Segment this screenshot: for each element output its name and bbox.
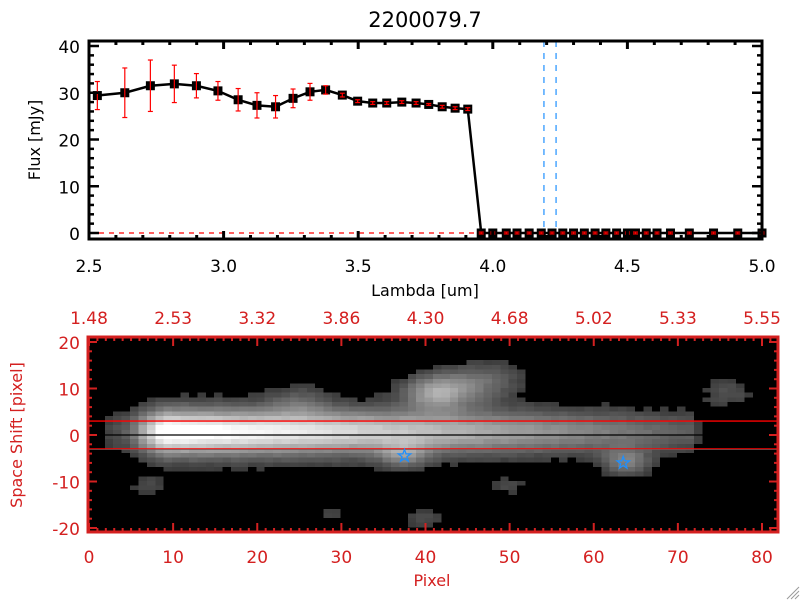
y-tick-label: 0 [69, 427, 80, 447]
error-bar [370, 101, 376, 106]
x-tick-label: 60 [583, 548, 605, 568]
top-plot-frame [87, 39, 764, 241]
error-bar [215, 80, 221, 101]
error-bar [307, 82, 313, 101]
x-tick-label: 3.5 [345, 257, 372, 277]
top-x-tick-label: 4.30 [407, 309, 445, 329]
x-tick-label: 4.0 [479, 257, 506, 277]
error-bar [290, 88, 296, 109]
x-tick-label: 80 [751, 548, 773, 568]
x-tick-label: 40 [415, 548, 437, 568]
top-x-tick-label: 4.68 [491, 309, 529, 329]
error-bar [514, 231, 520, 235]
x-tick-label: 30 [331, 548, 353, 568]
error-bar [735, 231, 741, 235]
x-tick-label: 3.0 [210, 257, 237, 277]
y-tick-label: 30 [58, 85, 80, 105]
top-chart-title: 2200079.7 [368, 8, 482, 32]
error-bar [413, 101, 419, 106]
error-bar [560, 231, 566, 235]
error-bar [355, 99, 361, 104]
x-tick-label: 70 [667, 548, 689, 568]
error-bar [426, 102, 432, 106]
top-x-tick-label: 3.86 [322, 309, 360, 329]
error-bar [603, 231, 609, 235]
error-bar [581, 231, 587, 235]
error-bar [235, 87, 241, 112]
y-tick-label: -20 [52, 520, 80, 540]
error-bar [171, 64, 177, 104]
error-bar [478, 231, 484, 235]
error-bar [686, 231, 692, 235]
y-tick-label: 0 [69, 225, 80, 245]
error-bar [465, 107, 471, 112]
error-bar [571, 231, 577, 235]
error-bar [323, 85, 329, 95]
resize-grip-icon[interactable] [786, 586, 800, 600]
error-bar [193, 72, 199, 99]
error-bar [273, 94, 279, 119]
bottom-chart-ylabel: Space Shift [pixel] [7, 362, 26, 508]
error-bar [538, 231, 544, 235]
star-marker [615, 454, 632, 470]
error-bar [439, 104, 445, 109]
error-bar [711, 231, 717, 235]
error-bar [254, 92, 260, 119]
error-bar [503, 231, 509, 235]
top-x-tick-label: 1.48 [70, 309, 108, 329]
top-chart-xlabel: Lambda [um] [371, 281, 479, 300]
error-bar [526, 231, 532, 235]
error-bar [339, 92, 345, 98]
bottom-chart-xlabel: Pixel [413, 571, 450, 590]
error-bar [549, 231, 555, 235]
error-bar [399, 100, 405, 105]
top-x-tick-label: 3.32 [238, 309, 276, 329]
x-tick-label: 4.5 [614, 257, 641, 277]
y-tick-label: 10 [58, 381, 80, 401]
x-tick-label: 0 [84, 548, 95, 568]
x-tick-label: 10 [162, 548, 184, 568]
y-tick-label: 40 [58, 38, 80, 58]
top-x-tick-label: 5.02 [575, 309, 613, 329]
error-bar [147, 59, 153, 113]
error-bar [592, 231, 598, 235]
error-bar [384, 101, 390, 106]
error-bar [654, 231, 660, 235]
error-bar [122, 67, 128, 119]
error-bar [614, 231, 620, 235]
y-tick-label: 20 [58, 334, 80, 354]
x-tick-label: 2.5 [75, 257, 102, 277]
top-chart-ylabel: Flux [mJy] [25, 100, 44, 181]
top-x-tick-label: 2.53 [154, 309, 192, 329]
y-tick-label: -10 [52, 474, 80, 494]
x-tick-label: 50 [499, 548, 521, 568]
error-bar [667, 231, 673, 235]
error-bar [632, 231, 638, 235]
top-x-tick-label: 5.33 [659, 309, 697, 329]
star-marker [396, 447, 413, 463]
top-x-tick-label: 5.55 [743, 309, 781, 329]
error-bar [452, 106, 458, 111]
error-bar [643, 231, 649, 235]
error-bar [94, 80, 100, 111]
y-tick-label: 10 [58, 178, 80, 198]
x-tick-label: 20 [246, 548, 268, 568]
y-tick-label: 20 [58, 132, 80, 152]
x-tick-label: 5.0 [748, 257, 775, 277]
